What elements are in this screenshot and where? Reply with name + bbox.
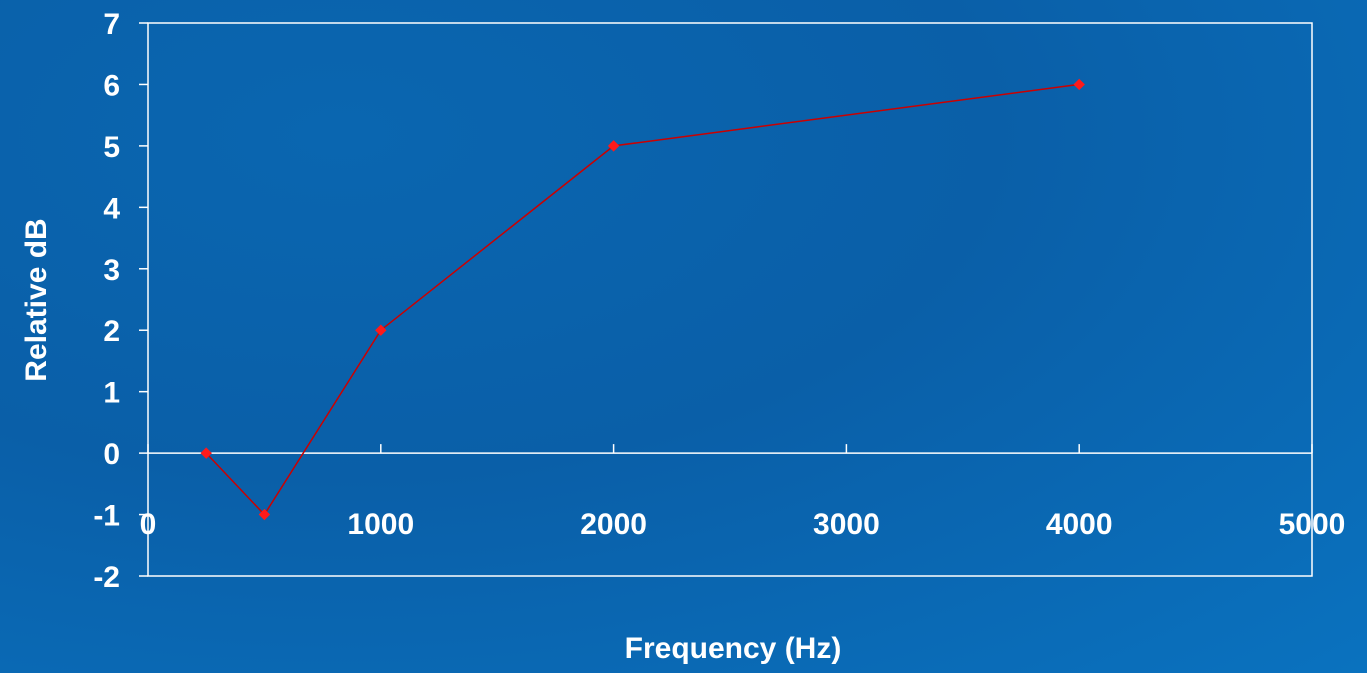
y-axis-title: Relative dB <box>20 218 53 381</box>
plot-area-frame <box>147 22 1313 577</box>
x-tick-label: 0 <box>140 508 157 541</box>
x-tick-label: 3000 <box>813 508 880 541</box>
y-tick-label: 4 <box>103 192 120 225</box>
data-point <box>258 508 271 521</box>
data-point <box>375 324 387 336</box>
x-tick-label: 4000 <box>1046 508 1113 541</box>
x-tick-label: 2000 <box>580 508 647 541</box>
y-tick-label: 6 <box>103 69 120 102</box>
y-tick-label: 1 <box>103 377 120 410</box>
y-tick-label: -1 <box>93 500 120 533</box>
y-tick-label: -2 <box>93 561 120 594</box>
y-tick-label: 7 <box>103 8 120 41</box>
x-axis-title: Frequency (Hz) <box>625 632 842 665</box>
y-tick-label: 2 <box>103 315 120 348</box>
x-tick-label: 1000 <box>347 508 414 541</box>
y-tick-label: 3 <box>103 254 120 287</box>
data-point <box>200 447 212 459</box>
series-line <box>205 83 1080 516</box>
data-point <box>1073 78 1085 91</box>
y-tick-label: 5 <box>103 131 120 164</box>
data-point <box>607 140 620 152</box>
y-tick-label: 0 <box>103 438 120 471</box>
x-tick-label: 5000 <box>1279 508 1346 541</box>
